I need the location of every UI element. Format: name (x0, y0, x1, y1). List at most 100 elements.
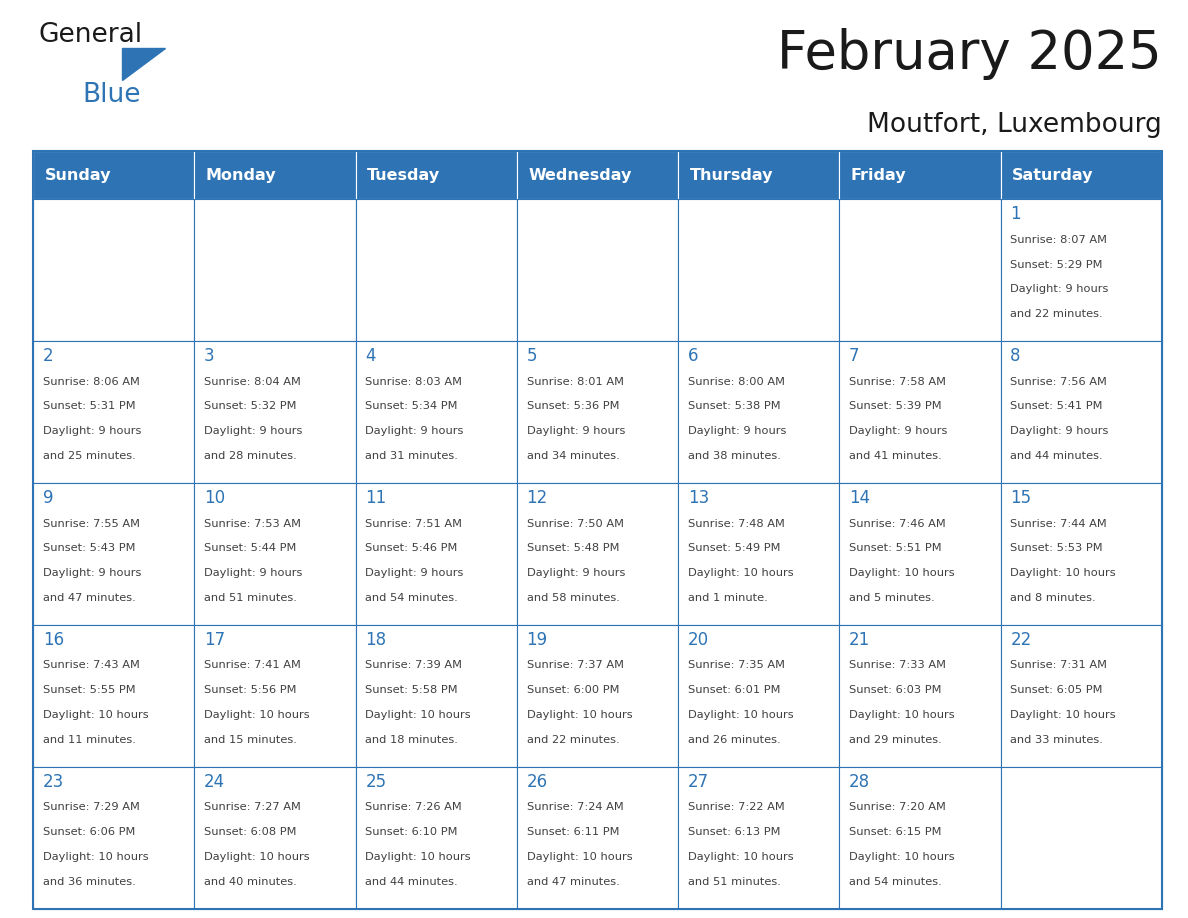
Text: Thursday: Thursday (689, 168, 773, 183)
Text: 1: 1 (1010, 205, 1020, 223)
Text: Sunrise: 7:39 AM: Sunrise: 7:39 AM (366, 660, 462, 670)
Text: 8: 8 (1010, 347, 1020, 364)
Text: Sunrise: 7:48 AM: Sunrise: 7:48 AM (688, 519, 785, 529)
Text: Saturday: Saturday (1012, 168, 1093, 183)
Text: Daylight: 10 hours: Daylight: 10 hours (688, 568, 794, 578)
Text: Sunrise: 7:46 AM: Sunrise: 7:46 AM (849, 519, 946, 529)
Text: Sunset: 6:06 PM: Sunset: 6:06 PM (43, 827, 135, 837)
Text: and 47 minutes.: and 47 minutes. (43, 593, 135, 603)
Text: Sunset: 6:08 PM: Sunset: 6:08 PM (204, 827, 297, 837)
Text: Sunset: 5:51 PM: Sunset: 5:51 PM (849, 543, 942, 554)
Text: and 51 minutes.: and 51 minutes. (204, 593, 297, 603)
Text: and 34 minutes.: and 34 minutes. (526, 451, 619, 461)
Text: 13: 13 (688, 488, 709, 507)
Text: Sunset: 5:53 PM: Sunset: 5:53 PM (1010, 543, 1102, 554)
Text: and 47 minutes.: and 47 minutes. (526, 877, 619, 887)
Text: Sunrise: 8:07 AM: Sunrise: 8:07 AM (1010, 235, 1107, 245)
Text: General: General (39, 22, 143, 48)
Text: Daylight: 9 hours: Daylight: 9 hours (849, 426, 948, 436)
Text: Daylight: 10 hours: Daylight: 10 hours (526, 711, 632, 720)
Text: Sunrise: 8:04 AM: Sunrise: 8:04 AM (204, 376, 301, 386)
Text: and 36 minutes.: and 36 minutes. (43, 877, 135, 887)
Text: Daylight: 9 hours: Daylight: 9 hours (366, 426, 463, 436)
Text: and 41 minutes.: and 41 minutes. (849, 451, 942, 461)
Text: 14: 14 (849, 488, 870, 507)
Text: Daylight: 9 hours: Daylight: 9 hours (366, 568, 463, 578)
Text: and 33 minutes.: and 33 minutes. (1010, 735, 1104, 745)
Text: 3: 3 (204, 347, 215, 364)
Text: Daylight: 10 hours: Daylight: 10 hours (204, 711, 310, 720)
Text: Sunset: 6:05 PM: Sunset: 6:05 PM (1010, 686, 1102, 695)
Text: and 31 minutes.: and 31 minutes. (366, 451, 459, 461)
Text: 20: 20 (688, 631, 709, 649)
Text: Daylight: 9 hours: Daylight: 9 hours (204, 568, 303, 578)
Text: 27: 27 (688, 773, 709, 790)
Text: and 54 minutes.: and 54 minutes. (366, 593, 459, 603)
Text: and 44 minutes.: and 44 minutes. (1010, 451, 1102, 461)
Text: Sunset: 5:48 PM: Sunset: 5:48 PM (526, 543, 619, 554)
Text: Daylight: 9 hours: Daylight: 9 hours (688, 426, 786, 436)
Text: Wednesday: Wednesday (529, 168, 632, 183)
Text: Daylight: 10 hours: Daylight: 10 hours (849, 711, 955, 720)
Text: Sunrise: 7:58 AM: Sunrise: 7:58 AM (849, 376, 946, 386)
Text: Sunset: 5:38 PM: Sunset: 5:38 PM (688, 401, 781, 411)
Text: Sunset: 5:55 PM: Sunset: 5:55 PM (43, 686, 135, 695)
Text: Sunset: 5:49 PM: Sunset: 5:49 PM (688, 543, 781, 554)
Text: Sunset: 6:10 PM: Sunset: 6:10 PM (366, 827, 457, 837)
Text: and 22 minutes.: and 22 minutes. (1010, 309, 1102, 319)
Text: Sunrise: 7:20 AM: Sunrise: 7:20 AM (849, 802, 946, 812)
Text: Sunset: 5:46 PM: Sunset: 5:46 PM (366, 543, 457, 554)
Text: 9: 9 (43, 488, 53, 507)
Text: Daylight: 10 hours: Daylight: 10 hours (849, 852, 955, 862)
Text: Sunrise: 7:24 AM: Sunrise: 7:24 AM (526, 802, 624, 812)
Text: Friday: Friday (851, 168, 906, 183)
Text: Sunset: 5:36 PM: Sunset: 5:36 PM (526, 401, 619, 411)
Text: Sunset: 6:13 PM: Sunset: 6:13 PM (688, 827, 781, 837)
Text: and 29 minutes.: and 29 minutes. (849, 735, 942, 745)
Text: Sunrise: 7:44 AM: Sunrise: 7:44 AM (1010, 519, 1107, 529)
Text: Monday: Monday (206, 168, 277, 183)
Text: Sunrise: 7:50 AM: Sunrise: 7:50 AM (526, 519, 624, 529)
Text: and 5 minutes.: and 5 minutes. (849, 593, 935, 603)
Text: Sunrise: 7:29 AM: Sunrise: 7:29 AM (43, 802, 140, 812)
Text: Sunset: 5:58 PM: Sunset: 5:58 PM (366, 686, 459, 695)
Text: Sunrise: 8:01 AM: Sunrise: 8:01 AM (526, 376, 624, 386)
Text: Daylight: 10 hours: Daylight: 10 hours (366, 852, 470, 862)
Text: 10: 10 (204, 488, 226, 507)
Text: and 18 minutes.: and 18 minutes. (366, 735, 459, 745)
Text: Daylight: 10 hours: Daylight: 10 hours (43, 711, 148, 720)
Text: Daylight: 9 hours: Daylight: 9 hours (204, 426, 303, 436)
Text: and 28 minutes.: and 28 minutes. (204, 451, 297, 461)
Text: 22: 22 (1010, 631, 1031, 649)
Text: Sunset: 6:01 PM: Sunset: 6:01 PM (688, 686, 781, 695)
Text: and 15 minutes.: and 15 minutes. (204, 735, 297, 745)
Text: Sunset: 5:41 PM: Sunset: 5:41 PM (1010, 401, 1102, 411)
Text: February 2025: February 2025 (777, 28, 1162, 80)
Text: Sunrise: 7:43 AM: Sunrise: 7:43 AM (43, 660, 140, 670)
Text: and 58 minutes.: and 58 minutes. (526, 593, 619, 603)
Text: Sunrise: 7:35 AM: Sunrise: 7:35 AM (688, 660, 785, 670)
Text: 26: 26 (526, 773, 548, 790)
Text: Daylight: 9 hours: Daylight: 9 hours (526, 568, 625, 578)
Text: and 11 minutes.: and 11 minutes. (43, 735, 135, 745)
Text: 5: 5 (526, 347, 537, 364)
Text: Sunrise: 7:31 AM: Sunrise: 7:31 AM (1010, 660, 1107, 670)
Text: Sunrise: 8:06 AM: Sunrise: 8:06 AM (43, 376, 140, 386)
Text: Sunrise: 7:33 AM: Sunrise: 7:33 AM (849, 660, 946, 670)
Text: 11: 11 (366, 488, 386, 507)
Text: Sunday: Sunday (45, 168, 110, 183)
Text: 28: 28 (849, 773, 870, 790)
Text: Daylight: 10 hours: Daylight: 10 hours (204, 852, 310, 862)
Text: 4: 4 (366, 347, 375, 364)
Text: 7: 7 (849, 347, 860, 364)
Text: and 8 minutes.: and 8 minutes. (1010, 593, 1097, 603)
Text: Moutfort, Luxembourg: Moutfort, Luxembourg (867, 112, 1162, 138)
Text: 15: 15 (1010, 488, 1031, 507)
Text: Daylight: 9 hours: Daylight: 9 hours (43, 568, 141, 578)
Text: Daylight: 10 hours: Daylight: 10 hours (849, 568, 955, 578)
Text: Daylight: 10 hours: Daylight: 10 hours (1010, 568, 1116, 578)
Text: Tuesday: Tuesday (367, 168, 440, 183)
Text: Daylight: 10 hours: Daylight: 10 hours (688, 852, 794, 862)
Text: 24: 24 (204, 773, 226, 790)
Text: Daylight: 9 hours: Daylight: 9 hours (526, 426, 625, 436)
